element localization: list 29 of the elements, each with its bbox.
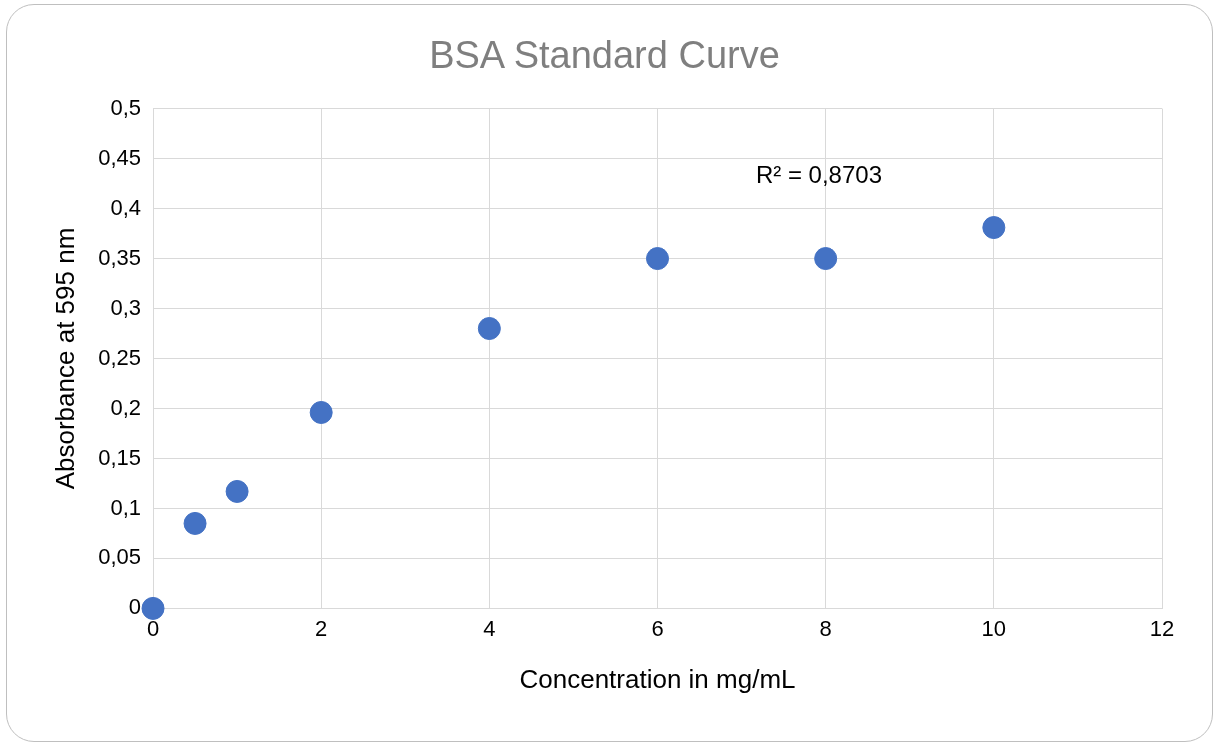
x-tick-label: 8 (819, 615, 832, 641)
chart-title: BSA Standard Curve (429, 34, 780, 77)
x-tick-label: 10 (981, 615, 1007, 641)
point (814, 247, 838, 271)
y-axis-title: Absorbance at 595 nm (49, 227, 80, 490)
y-tick-label: 0,1 (110, 494, 142, 520)
x-tick-label: 12 (1149, 615, 1175, 641)
y-tick-label: 0 (128, 594, 142, 620)
point (141, 596, 165, 620)
y-tick-label: 0,05 (98, 544, 142, 570)
point (477, 317, 501, 341)
y-tick-label: 0,35 (98, 244, 142, 270)
x-tick-label: 6 (651, 615, 664, 641)
x-tick-label: 2 (315, 615, 328, 641)
point (646, 247, 670, 271)
y-tick-label: 0,5 (110, 94, 142, 120)
point (982, 216, 1006, 240)
point (225, 479, 249, 503)
y-tick-label: 0,2 (110, 394, 142, 420)
y-tick-label: 0,15 (98, 444, 142, 470)
y-tick-label: 0,3 (110, 294, 142, 320)
x-tick-label: 4 (483, 615, 496, 641)
y-tick-label: 0,45 (98, 144, 142, 170)
y-tick-label: 0,25 (98, 344, 142, 370)
y-tick-label: 0,4 (110, 194, 142, 220)
x-tick-label: 0 (146, 615, 160, 641)
annotation: R² = 0,8703 (755, 160, 882, 188)
point (309, 400, 333, 424)
point (183, 511, 207, 535)
